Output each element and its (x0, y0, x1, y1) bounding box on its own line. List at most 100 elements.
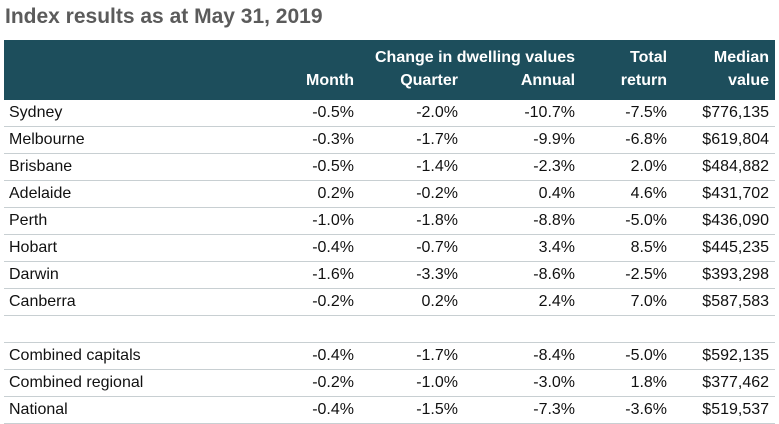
cell-quarter: -1.7% (360, 342, 464, 370)
cell-median-value: $431,702 (673, 180, 776, 208)
header-quarter: Quarter (360, 68, 464, 99)
table-row: Combined capitals -0.4% -1.7% -8.4% -5.0% $59… (4, 342, 776, 370)
spacer-cell (200, 315, 360, 343)
header-empty-cell (4, 40, 200, 68)
cell-month: -0.4% (200, 234, 360, 262)
cell-month: -0.5% (200, 153, 360, 181)
cell-median-value: $393,298 (673, 261, 776, 289)
header-row-bottom: Month Quarter Annual return value (4, 68, 776, 99)
header-total-top: Total (581, 40, 674, 68)
cell-quarter: -2.0% (360, 98, 464, 127)
cell-quarter: -1.5% (360, 396, 464, 424)
index-results-table-container: Change in dwelling values Total Median M… (4, 40, 776, 424)
page-title: Index results as at May 31, 2019 (5, 5, 323, 28)
cell-quarter: -0.7% (360, 234, 464, 262)
cell-annual: -8.6% (464, 261, 582, 289)
cell-median-value: $776,135 (673, 98, 776, 127)
cell-total-return: 1.8% (581, 369, 674, 397)
cell-annual: -3.0% (464, 369, 582, 397)
cell-annual: -8.4% (464, 342, 582, 370)
cell-month: -0.4% (200, 342, 360, 370)
table-row: Combined regional -0.2% -1.0% -3.0% 1.8% $377… (4, 369, 776, 397)
cell-month: -0.5% (200, 98, 360, 127)
cell-quarter: -1.7% (360, 126, 464, 154)
cell-name: Hobart (4, 234, 200, 262)
header-empty-cell (4, 68, 200, 99)
cell-total-return: -6.8% (581, 126, 674, 154)
cell-annual: 3.4% (464, 234, 582, 262)
cell-name: Canberra (4, 288, 200, 316)
cell-month: -0.2% (200, 288, 360, 316)
cell-annual: 0.4% (464, 180, 582, 208)
cell-month: -1.6% (200, 261, 360, 289)
cell-annual: -7.3% (464, 396, 582, 424)
cell-annual: -8.8% (464, 207, 582, 235)
cell-total-return: 7.0% (581, 288, 674, 316)
cell-median-value: $587,583 (673, 288, 776, 316)
cell-median-value: $592,135 (673, 342, 776, 370)
cell-annual: -9.9% (464, 126, 582, 154)
table-body: Sydney -0.5% -2.0% -10.7% -7.5% $776,135 Melbo… (4, 98, 776, 424)
header-month: Month (200, 68, 360, 99)
table-row: Canberra -0.2% 0.2% 2.4% 7.0% $587,583 (4, 288, 776, 316)
cell-month: -1.0% (200, 207, 360, 235)
table-row: Darwin -1.6% -3.3% -8.6% -2.5% $393,298 (4, 261, 776, 289)
table-row: Brisbane -0.5% -1.4% -2.3% 2.0% $484,882 (4, 153, 776, 181)
cell-total-return: -5.0% (581, 207, 674, 235)
cell-median-value: $519,537 (673, 396, 776, 424)
cell-name: Brisbane (4, 153, 200, 181)
cell-total-return: -7.5% (581, 98, 674, 127)
table-row: National -0.4% -1.5% -7.3% -3.6% $519,537 (4, 396, 776, 424)
cell-name: Sydney (4, 98, 200, 127)
cell-annual: -10.7% (464, 98, 582, 127)
cell-median-value: $377,462 (673, 369, 776, 397)
cell-month: 0.2% (200, 180, 360, 208)
cell-quarter: -1.4% (360, 153, 464, 181)
table-row: Sydney -0.5% -2.0% -10.7% -7.5% $776,135 (4, 98, 776, 127)
cell-month: -0.2% (200, 369, 360, 397)
cell-total-return: -2.5% (581, 261, 674, 289)
cell-name: National (4, 396, 200, 424)
header-median-bottom: value (673, 68, 776, 99)
cell-total-return: -3.6% (581, 396, 674, 424)
header-annual: Annual (464, 68, 582, 99)
cell-median-value: $619,804 (673, 126, 776, 154)
cell-quarter: 0.2% (360, 288, 464, 316)
table-row: Perth -1.0% -1.8% -8.8% -5.0% $436,090 (4, 207, 776, 235)
cell-median-value: $436,090 (673, 207, 776, 235)
cell-month: -0.4% (200, 396, 360, 424)
cell-total-return: 4.6% (581, 180, 674, 208)
cell-quarter: -0.2% (360, 180, 464, 208)
table-row: Melbourne -0.3% -1.7% -9.9% -6.8% $619,804 (4, 126, 776, 154)
cell-median-value: $484,882 (673, 153, 776, 181)
spacer-cell (360, 315, 464, 343)
cell-name: Combined regional (4, 369, 200, 397)
cell-quarter: -1.8% (360, 207, 464, 235)
cell-total-return: 8.5% (581, 234, 674, 262)
spacer-cell (581, 315, 674, 343)
cell-quarter: -1.0% (360, 369, 464, 397)
cell-total-return: -5.0% (581, 342, 674, 370)
cell-name: Perth (4, 207, 200, 235)
cell-annual: 2.4% (464, 288, 582, 316)
cell-quarter: -3.3% (360, 261, 464, 289)
cell-total-return: 2.0% (581, 153, 674, 181)
cell-month: -0.3% (200, 126, 360, 154)
cell-name: Combined capitals (4, 342, 200, 370)
header-total-bottom: return (581, 68, 674, 99)
spacer-row (4, 315, 776, 343)
table-row: Hobart -0.4% -0.7% 3.4% 8.5% $445,235 (4, 234, 776, 262)
header-row-top: Change in dwelling values Total Median (4, 40, 776, 68)
spacer-cell (464, 315, 582, 343)
cell-annual: -2.3% (464, 153, 582, 181)
cell-name: Melbourne (4, 126, 200, 154)
table-row: Adelaide 0.2% -0.2% 0.4% 4.6% $431,702 (4, 180, 776, 208)
spacer-cell (673, 315, 776, 343)
index-results-table: Change in dwelling values Total Median M… (4, 40, 776, 424)
header-median-top: Median (673, 40, 776, 68)
cell-name: Adelaide (4, 180, 200, 208)
header-group-change-in-dwelling-values: Change in dwelling values (200, 40, 582, 68)
cell-median-value: $445,235 (673, 234, 776, 262)
table-header: Change in dwelling values Total Median M… (4, 40, 776, 99)
cell-name: Darwin (4, 261, 200, 289)
